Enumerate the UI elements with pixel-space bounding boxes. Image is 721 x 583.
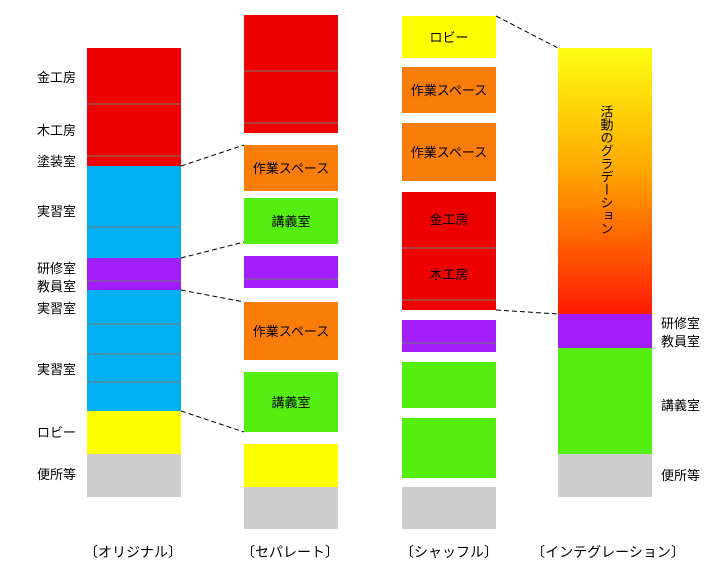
label-kogishitsu: 講義室 <box>661 398 700 413</box>
label-toilet: 便所等 <box>37 467 76 482</box>
connector-line <box>180 410 245 433</box>
block-lobby <box>402 16 496 58</box>
block-green <box>402 362 496 408</box>
connector-lines <box>180 15 559 433</box>
captions: 〔オリジナル〕 〔セパレート〕 〔シャッフル〕 〔インテグレーション〕 <box>84 544 685 560</box>
block-toilet <box>558 454 652 497</box>
label-mokkobo: 木工房 <box>37 123 76 138</box>
block-gray <box>402 487 496 529</box>
block-kogishitsu <box>244 198 338 244</box>
label-kyoinshitsu: 教員室 <box>661 334 700 349</box>
label-jisshushitsu: 実習室 <box>37 204 76 219</box>
column-separate <box>244 15 338 529</box>
zone-jisshushitsu-1 <box>87 166 181 258</box>
block-gradation <box>558 48 652 314</box>
label-toilet: 便所等 <box>661 468 700 483</box>
zone-jisshushitsu-2 <box>87 290 181 411</box>
label-kogishitsu: 講義室 <box>271 395 310 410</box>
label-jisshushitsu: 実習室 <box>37 301 76 316</box>
label-kinkobo: 金工房 <box>37 70 76 85</box>
label-lobby: ロビー <box>37 425 76 440</box>
label-gradation: 活動のグラデーション <box>598 105 614 235</box>
zone-toilet <box>87 454 181 497</box>
block-kogishitsu <box>244 372 338 432</box>
label-kyoinshitsu: 教員室 <box>37 279 76 294</box>
connector-line <box>495 309 559 315</box>
caption-shuffle: 〔シャッフル〕 <box>400 544 498 560</box>
column-shuffle <box>402 16 496 529</box>
block-purple <box>402 320 496 352</box>
label-jisshushitsu: 実習室 <box>37 362 76 377</box>
label-sagyo-space: 作業スペース <box>411 83 487 98</box>
zone-kinkobo-mokkobo <box>87 48 181 166</box>
original-labels: 金工房 木工房 塗装室 実習室 研修室 教員室 実習室 実習室 ロビー 便所等 <box>37 70 76 482</box>
label-lobby: ロビー <box>429 30 468 45</box>
block-kogishitsu <box>558 348 652 454</box>
block-sagyo-space <box>244 302 338 360</box>
connector-line <box>180 144 245 167</box>
label-kenshushitsu: 研修室 <box>661 316 700 331</box>
block-sagyo-space <box>402 67 496 113</box>
label-sagyo-space: 作業スペース <box>411 145 487 160</box>
connector-line <box>180 241 245 259</box>
shuffle-labels: ロビー 作業スペース 作業スペース 金工房 木工房 <box>411 30 487 282</box>
integration-labels: 研修室 教員室 講義室 便所等 <box>661 316 700 483</box>
column-integration <box>558 48 652 497</box>
caption-separate: 〔セパレート〕 <box>241 544 339 560</box>
block-sagyo-space <box>402 123 496 181</box>
connector-line <box>180 289 245 303</box>
label-kenshushitsu: 研修室 <box>37 261 76 276</box>
caption-original: 〔オリジナル〕 <box>84 544 182 560</box>
block-sagyo-space <box>244 145 338 191</box>
label-kinkobo: 金工房 <box>429 212 468 227</box>
label-sagyo-space: 作業スペース <box>253 324 329 339</box>
zone-lobby <box>87 411 181 454</box>
block-red <box>244 15 338 133</box>
block-green <box>402 418 496 478</box>
separate-labels: 作業スペース 講義室 作業スペース 講義室 <box>253 161 329 410</box>
label-sagyo-space: 作業スペース <box>253 161 329 176</box>
caption-integration: 〔インテグレーション〕 <box>531 544 685 560</box>
label-tosoushitsu: 塗装室 <box>37 154 76 169</box>
label-kogishitsu: 講義室 <box>271 214 310 229</box>
block-gray <box>244 487 338 529</box>
block-purple <box>558 314 652 348</box>
block-red <box>402 192 496 310</box>
block-purple <box>244 256 338 288</box>
label-mokkobo: 木工房 <box>429 267 468 282</box>
connector-line <box>495 15 559 49</box>
block-yellow <box>244 444 338 487</box>
column-original <box>87 48 181 497</box>
zone-kenshu-kyoin <box>87 258 181 290</box>
